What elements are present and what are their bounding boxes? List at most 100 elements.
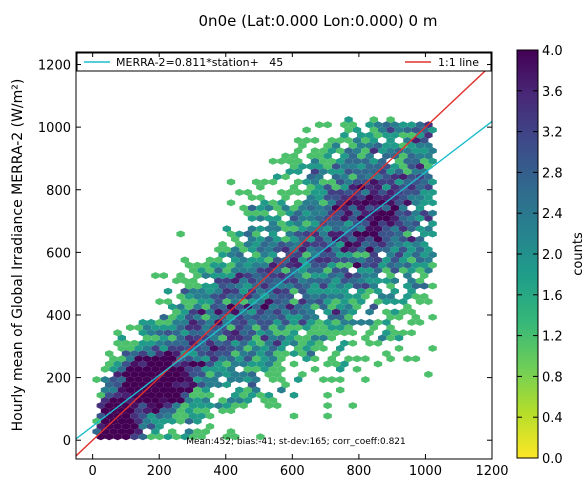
- hexbin-cell: [310, 209, 320, 217]
- hexbin-cell: [138, 422, 147, 430]
- hexbin-cell: [394, 147, 404, 155]
- hexbin-cell: [365, 277, 374, 285]
- hexbin-cell: [294, 136, 303, 144]
- hexbin-cell: [331, 235, 341, 243]
- hexbin-cell: [373, 266, 383, 274]
- hexbin-cell: [226, 407, 236, 415]
- hexbin-cell: [428, 344, 437, 352]
- hexbin-cell: [184, 334, 194, 342]
- hexbin-cell: [117, 334, 126, 342]
- hexbin-cell: [239, 277, 248, 285]
- hexbin-cell: [218, 355, 227, 363]
- hexbin-cell: [151, 417, 160, 425]
- y-axis-label: Hourly mean of Global Irradiance MERRA-2…: [10, 79, 26, 432]
- hexbin-cell: [302, 251, 311, 259]
- hexbin-cell: [382, 194, 391, 202]
- hexbin-cell: [399, 152, 408, 160]
- hexbin-cell: [155, 318, 164, 326]
- hexbin-cell: [184, 282, 194, 290]
- hexbin-cell: [222, 298, 231, 306]
- hexbin-cell: [319, 188, 328, 196]
- hexbin-cell: [415, 246, 425, 254]
- hexbin-cell: [407, 121, 416, 129]
- x-tick-label: 1200: [475, 464, 508, 479]
- hexbin-cell: [239, 204, 248, 212]
- hexbin-cell: [201, 261, 210, 269]
- hexbin-cell: [399, 194, 408, 202]
- hexbin-cell: [415, 298, 425, 306]
- hexbin-cell: [390, 214, 399, 222]
- hexbin-cell: [193, 428, 202, 436]
- hexbin-cell: [399, 173, 408, 181]
- hexbin-cell: [373, 298, 383, 306]
- hexbin-cell: [369, 157, 378, 165]
- hexbin-cell: [264, 360, 273, 368]
- x-tick-label: 800: [346, 464, 371, 479]
- hexbin-cell: [121, 339, 131, 347]
- hexbin-cell: [323, 287, 332, 295]
- hexbin-cell: [315, 162, 324, 170]
- hexbin-cell: [382, 131, 391, 139]
- hexbin-cell: [252, 178, 261, 186]
- hexbin-cell: [340, 225, 349, 233]
- hexbin-cell: [281, 298, 290, 306]
- hexbin-cell: [226, 324, 236, 332]
- hexbin-cell: [180, 391, 189, 399]
- hexbin-cell: [294, 282, 303, 290]
- hexbin-cell: [214, 381, 223, 389]
- hexbin-cell: [361, 168, 370, 176]
- hexbin-cell: [336, 272, 345, 280]
- hexbin-cell: [273, 246, 282, 254]
- colorbar-tick-label: 0.0: [542, 452, 563, 467]
- hexbin-cell: [336, 386, 345, 394]
- hexbin-cell: [424, 183, 433, 191]
- hexbin-cell: [315, 121, 324, 129]
- hexbin-cell: [369, 240, 378, 248]
- hexbin-cell: [256, 360, 265, 368]
- hexbin-cell: [163, 339, 173, 347]
- hexbin-cell: [357, 266, 366, 274]
- hexbin-cell: [289, 298, 299, 306]
- hexbin-cell: [323, 277, 332, 285]
- hexbin-cell: [386, 168, 395, 176]
- hexbin-cell: [289, 391, 299, 399]
- hexbin-cell: [294, 188, 303, 196]
- hexbin-cell: [159, 386, 168, 394]
- hexbin-cell: [130, 360, 139, 368]
- hexbin-cell: [163, 360, 173, 368]
- hexbin-cell: [340, 308, 349, 316]
- hexbin-cell: [348, 277, 357, 285]
- hexbin-cell: [201, 303, 210, 311]
- hexbin-cell: [252, 303, 261, 311]
- hexbin-cell: [256, 183, 265, 191]
- hexbin-cell: [159, 407, 168, 415]
- hexbin-cell: [298, 308, 307, 316]
- hexbin-cell: [428, 188, 437, 196]
- hexbin-cell: [386, 178, 395, 186]
- hexbin-cell: [134, 428, 143, 436]
- hexbin-cell: [382, 152, 391, 160]
- hexbin-cell: [340, 298, 349, 306]
- colorbar-tick-label: 3.2: [542, 126, 563, 141]
- hexbin-cell: [189, 412, 198, 420]
- hexbin-cell: [163, 370, 173, 378]
- hexbin-cell: [352, 178, 362, 186]
- hexbin-cell: [298, 266, 307, 274]
- hexbin-cell: [264, 225, 273, 233]
- hexbin-cell: [411, 168, 420, 176]
- hexbin-cell: [336, 282, 345, 290]
- hexbin-cell: [193, 303, 202, 311]
- hexbin-cell: [210, 324, 219, 332]
- hexbin-cell: [273, 308, 282, 316]
- hexbin-cell: [117, 376, 126, 384]
- hexbin-cell: [180, 277, 189, 285]
- hexbin-cell: [336, 157, 345, 165]
- hexbin-cell: [155, 298, 164, 306]
- hexbin-cell: [382, 350, 391, 358]
- hexbin-cell: [327, 157, 336, 165]
- hexbin-cell: [201, 292, 210, 300]
- hexbin-cell: [231, 256, 240, 264]
- hexbin-cell: [382, 235, 391, 243]
- hexbin-cell: [373, 121, 383, 129]
- hexbin-cell: [403, 292, 412, 300]
